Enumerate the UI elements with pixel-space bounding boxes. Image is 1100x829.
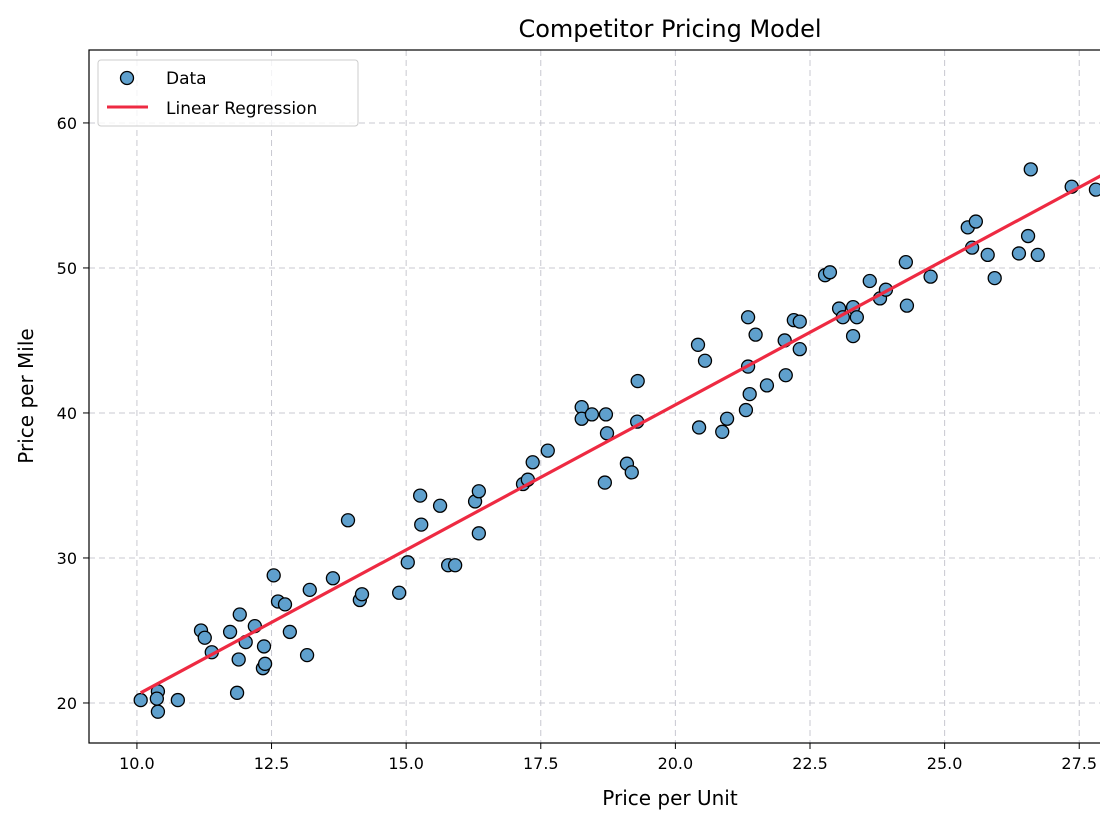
data-point (340, 513, 356, 528)
y-axis-label: Price per Mile (14, 328, 38, 463)
legend-label-regression: Linear Regression (166, 99, 317, 119)
data-point (471, 526, 486, 541)
legend-marker-data (119, 70, 135, 86)
chart-title: Competitor Pricing Model (518, 15, 821, 43)
data-point (448, 558, 463, 573)
data-point (624, 465, 639, 480)
data-point (1088, 182, 1100, 197)
data-point (282, 624, 297, 640)
data-point (849, 310, 864, 325)
data-point (400, 555, 415, 570)
data-point (540, 443, 555, 458)
x-tick-label: 22.5 (792, 754, 828, 773)
data-point (302, 582, 317, 598)
data-point (845, 328, 861, 344)
data-point (150, 704, 166, 719)
data-point (742, 386, 757, 402)
data-points (133, 162, 1100, 719)
data-point (697, 353, 713, 368)
data-point (231, 652, 246, 667)
x-axis-label: Price per Unit (602, 786, 738, 810)
data-point (1030, 247, 1045, 263)
data-point (1011, 246, 1027, 261)
data-point (691, 420, 707, 435)
legend-box (97, 59, 359, 127)
x-tick-label: 10.0 (119, 754, 155, 773)
x-tick-label: 15.0 (388, 754, 424, 773)
data-point (414, 517, 429, 532)
data-point (792, 342, 807, 357)
x-tick-label: 17.5 (523, 754, 559, 773)
y-tick-label: 50 (57, 259, 77, 278)
data-point (778, 368, 793, 383)
data-point (584, 407, 600, 422)
data-point (738, 402, 754, 418)
ticks: 10.0 12.5 15.0 17.5 20.0 22.5 25.0 27.5 20 30 40 50… (57, 114, 1097, 773)
data-point (325, 571, 341, 586)
data-point (597, 475, 612, 490)
data-point (599, 426, 615, 441)
data-point (598, 407, 614, 422)
legend-label-data: Data (166, 69, 207, 89)
x-tick-label: 27.5 (1061, 754, 1097, 773)
data-point (792, 314, 807, 329)
data-point (432, 498, 448, 513)
data-point (256, 639, 272, 654)
y-tick-label: 30 (57, 549, 77, 568)
y-tick-label: 40 (57, 404, 77, 423)
data-point (899, 298, 915, 313)
y-tick-label: 20 (57, 694, 77, 713)
regression-line-group (139, 174, 1100, 695)
data-point (133, 692, 148, 708)
data-point (525, 455, 540, 470)
data-point (392, 585, 407, 600)
x-tick-label: 20.0 (658, 754, 694, 773)
data-point (232, 607, 247, 622)
data-point (759, 378, 775, 393)
data-point (222, 624, 238, 640)
data-point (898, 254, 913, 270)
data-point (413, 488, 428, 503)
data-point (822, 265, 838, 280)
data-point (149, 691, 164, 706)
data-point (715, 424, 730, 439)
data-point (719, 411, 735, 426)
x-tick-label: 25.0 (927, 754, 963, 773)
data-point (197, 630, 212, 645)
data-point (980, 247, 995, 263)
data-point (471, 484, 486, 499)
data-point (170, 692, 185, 708)
axes (88, 49, 1100, 744)
axes-frame (88, 49, 1100, 744)
data-point (748, 327, 763, 342)
y-tick-label: 60 (57, 114, 77, 133)
data-point (740, 310, 756, 325)
data-point (299, 647, 315, 663)
data-point (690, 337, 706, 352)
data-point (229, 685, 245, 700)
data-point (354, 587, 370, 602)
data-point (257, 656, 273, 671)
data-point (923, 269, 938, 284)
data-point (968, 214, 983, 229)
data-point (266, 568, 281, 583)
regression-line (139, 174, 1100, 695)
data-point (630, 373, 645, 389)
data-point (862, 273, 877, 289)
legend: Data Linear Regression (97, 59, 359, 127)
x-tick-label: 12.5 (254, 754, 290, 773)
data-point (1020, 228, 1036, 244)
data-point (277, 597, 293, 612)
data-point (1023, 162, 1038, 177)
data-point (987, 270, 1002, 286)
